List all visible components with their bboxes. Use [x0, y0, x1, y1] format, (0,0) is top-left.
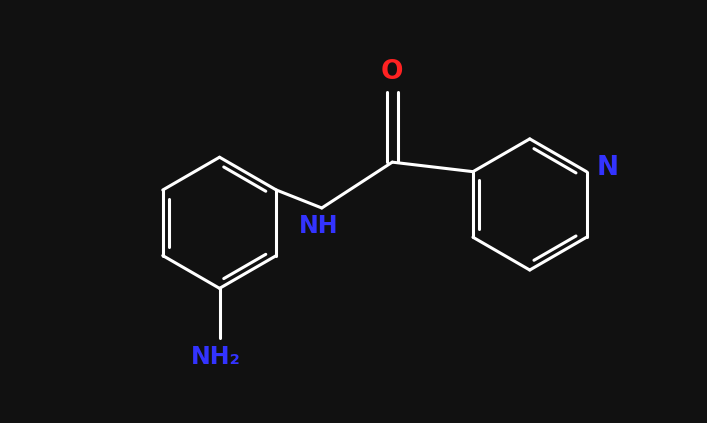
Text: NH: NH — [298, 214, 338, 238]
Text: N: N — [597, 155, 619, 181]
Text: O: O — [381, 59, 404, 85]
Text: NH₂: NH₂ — [191, 345, 241, 369]
